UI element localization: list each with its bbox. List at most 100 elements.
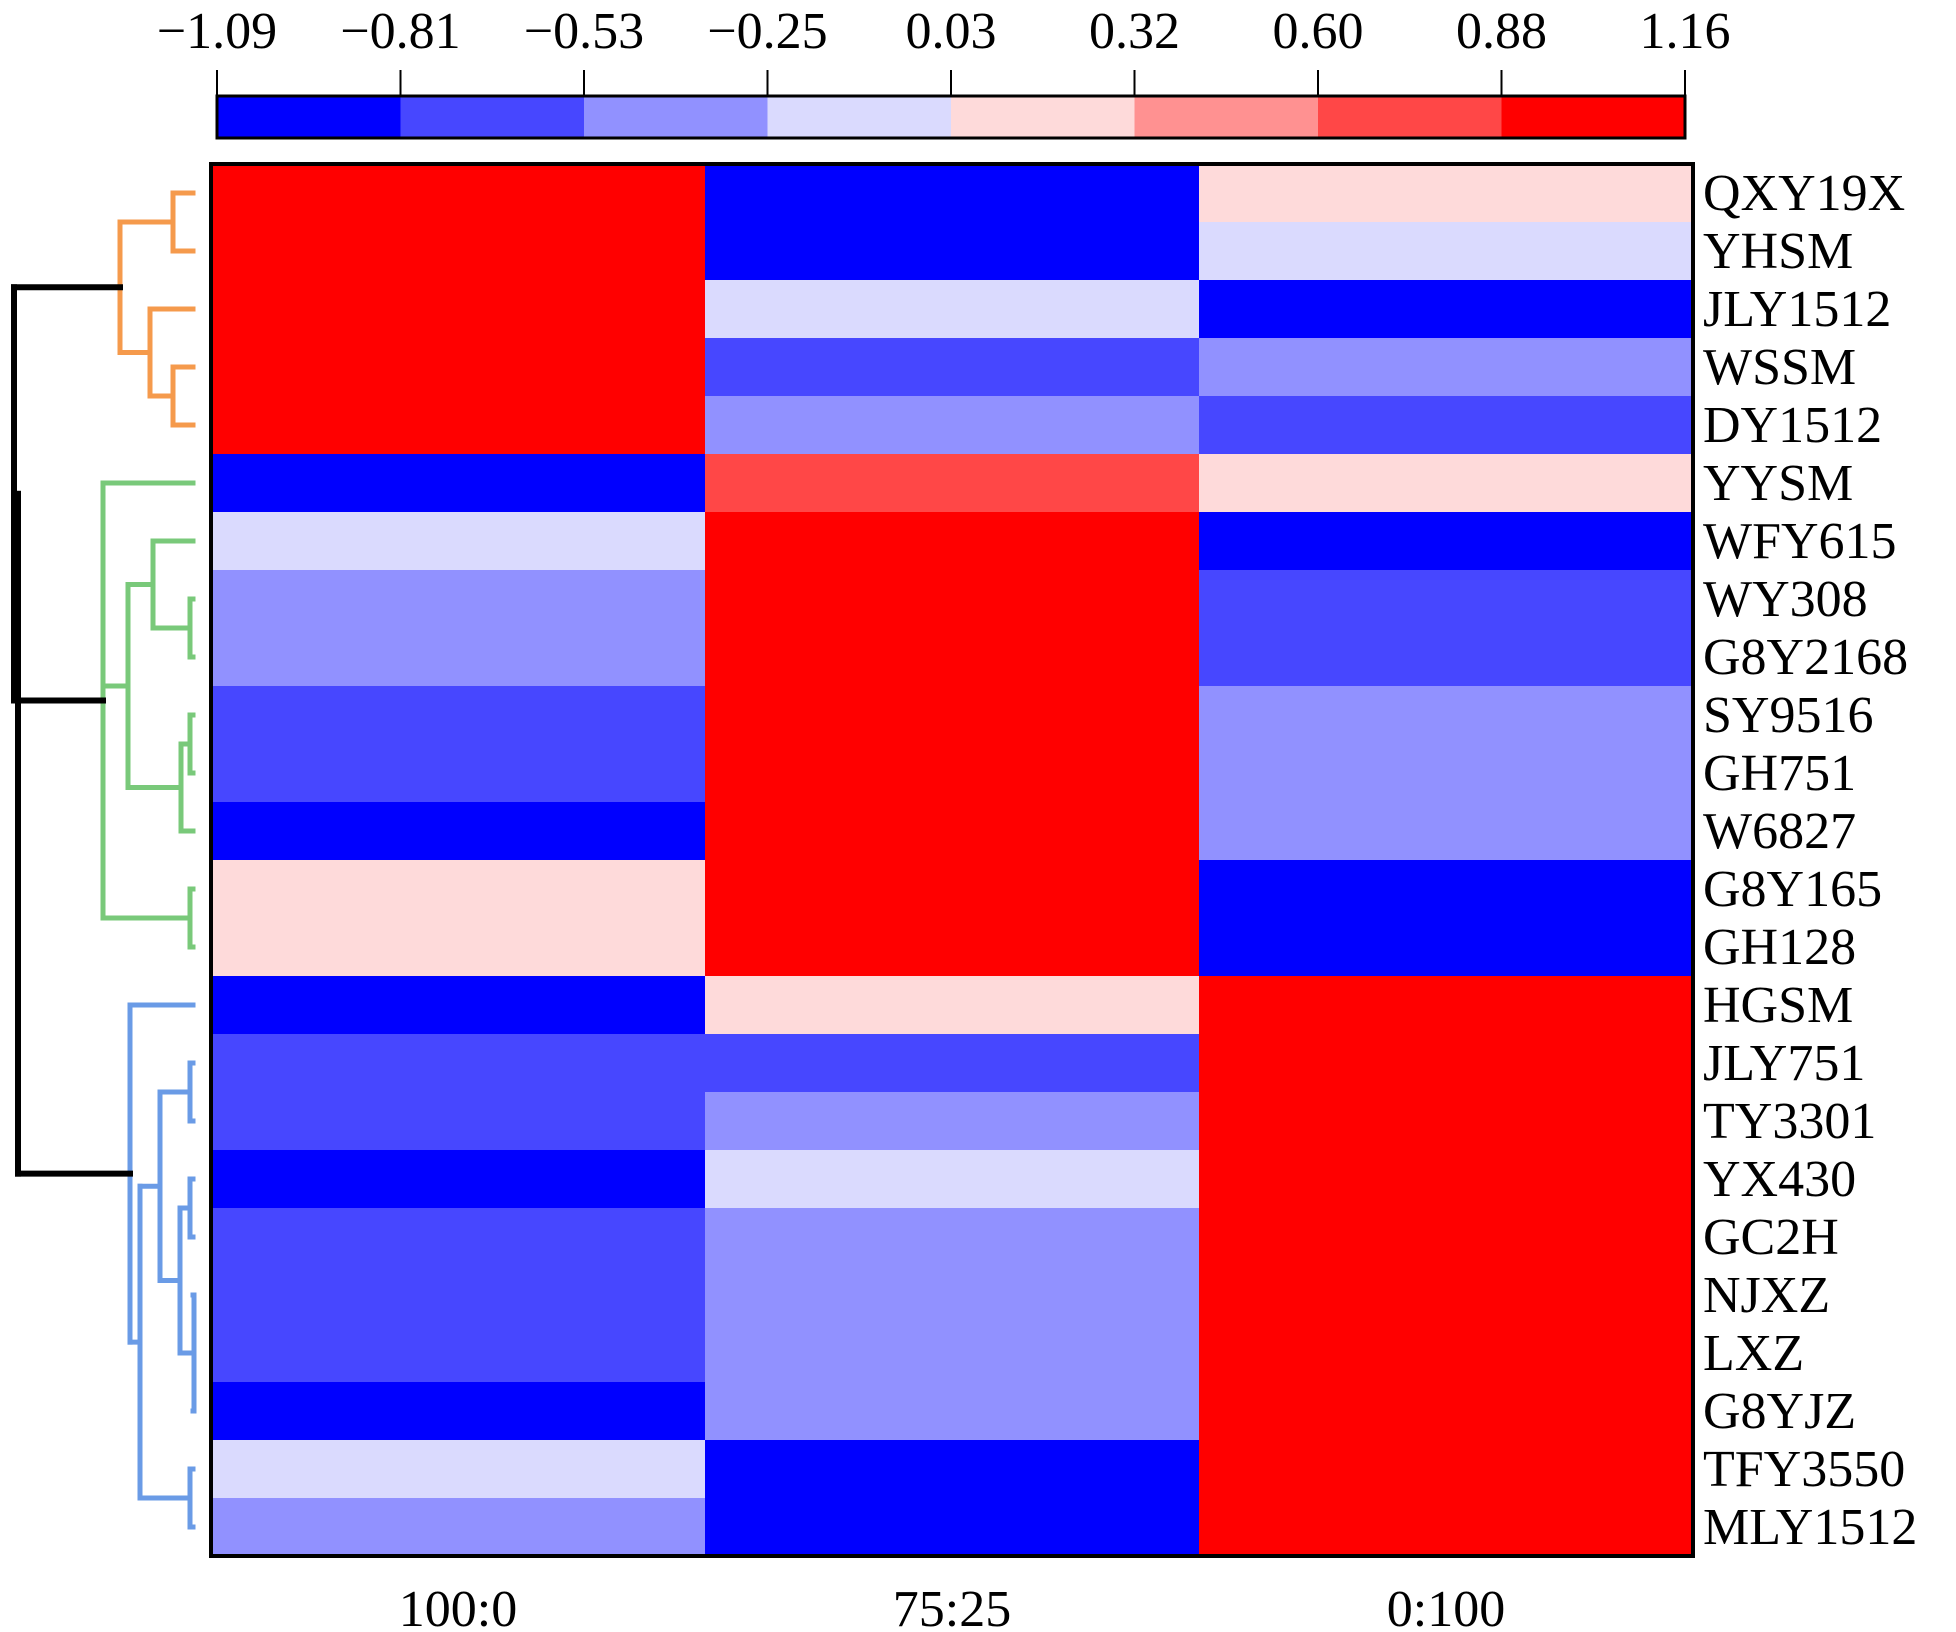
column-label-2: 75:25 [893,1581,1011,1632]
heatmap-cell-YHSM-3 [1199,222,1694,281]
row-label-DY1512: DY1512 [1703,397,1882,454]
heatmap-cell-HGSM-2 [705,976,1200,1035]
heatmap-cell-NJXZ-1 [211,1266,706,1325]
heatmap-cell-GH751-1 [211,744,706,803]
heatmap-cell-G8YJZ-3 [1199,1382,1694,1441]
row-label-G8Y2168: G8Y2168 [1703,629,1908,686]
colorbar-segment-8 [1501,96,1686,138]
heatmap-cell-WY308-3 [1199,570,1694,629]
row-label-TFY3550: TFY3550 [1703,1441,1905,1498]
heatmap-cell-GC2H-3 [1199,1208,1694,1267]
heatmap-cell-G8Y165-1 [211,860,706,919]
row-label-YX430: YX430 [1703,1151,1856,1208]
row-labels: QXY19XYHSMJLY1512WSSMDY1512YYSMWFY615WY3… [1703,165,1917,1556]
heatmap-cell-GH128-3 [1199,918,1694,977]
heatmap-cell-GC2H-1 [211,1208,706,1267]
heatmap-cell-W6827-1 [211,802,706,861]
colorbar-segment-4 [767,96,952,138]
colorbar-tick-label: 0.32 [1089,3,1180,60]
row-label-SY9516: SY9516 [1703,687,1873,744]
heatmap-cell-NJXZ-3 [1199,1266,1694,1325]
heatmap-cell-SY9516-2 [705,686,1200,745]
heatmap-cell-JLY1512-3 [1199,280,1694,339]
heatmap-frame [209,162,1695,1558]
heatmap-cell-DY1512-3 [1199,396,1694,455]
heatmap-cell-LXZ-3 [1199,1324,1694,1383]
heatmap-cell-YHSM-2 [705,222,1200,281]
heatmap-cell-GC2H-2 [705,1208,1200,1267]
heatmap-cell-YHSM-1 [211,222,706,281]
heatmap-cell-G8Y165-2 [705,860,1200,919]
heatmap-cell-QXY19X-3 [1199,164,1694,223]
row-label-GC2H: GC2H [1703,1209,1839,1266]
heatmap-cell-G8Y2168-1 [211,628,706,687]
heatmap-cell-NJXZ-2 [705,1266,1200,1325]
row-label-WFY615: WFY615 [1703,513,1897,570]
heatmap-cell-WSSM-2 [705,338,1200,397]
heatmap-cell-G8Y2168-3 [1199,628,1694,687]
heatmap-cell-YYSM-3 [1199,454,1694,513]
heatmap-cell-LXZ-2 [705,1324,1200,1383]
heatmap-cell-LXZ-1 [211,1324,706,1383]
heatmap-cell-G8YJZ-1 [211,1382,706,1441]
heatmap-cell-SY9516-3 [1199,686,1694,745]
heatmap-cell-GH751-3 [1199,744,1694,803]
heatmap-cell-YYSM-2 [705,454,1200,513]
column-labels: 100:0 75:25 0:100 [399,1581,1505,1632]
colorbar-segment-3 [584,96,768,138]
row-label-YHSM: YHSM [1703,223,1853,280]
row-label-TY3301: TY3301 [1703,1093,1876,1150]
row-label-HGSM: HGSM [1703,977,1853,1034]
heatmap-cell-G8Y165-3 [1199,860,1694,919]
row-label-JLY751: JLY751 [1703,1035,1865,1092]
colorbar: −1.09 −0.81 −0.53 −0.25 0.03 0.32 0.60 0.88 1.16 [157,3,1731,140]
row-label-G8YJZ: G8YJZ [1703,1383,1856,1440]
heatmap-cell-G8YJZ-2 [705,1382,1200,1441]
heatmap-cell-GH128-2 [705,918,1200,977]
heatmap-cell-MLY1512-1 [211,1498,706,1557]
heatmap-cell-HGSM-3 [1199,976,1694,1035]
heatmap-cell-JLY1512-2 [705,280,1200,339]
heatmap-cell-GH128-1 [211,918,706,977]
heatmap-cell-WFY615-1 [211,512,706,571]
heatmap-cell-QXY19X-2 [705,164,1200,223]
heatmap-cell-DY1512-2 [705,396,1200,455]
heatmap-cell-TY3301-1 [211,1092,706,1151]
heatmap-cell-JLY751-3 [1199,1034,1694,1093]
heatmap-cell-GH751-2 [705,744,1200,803]
heatmap-cell-SY9516-1 [211,686,706,745]
heatmap-cell-WY308-2 [705,570,1200,629]
colorbar-tick-label: 0.88 [1456,3,1547,60]
column-label-1: 100:0 [399,1581,517,1632]
colorbar-tick-label: 0.03 [906,3,997,60]
heatmap-cell-G8Y2168-2 [705,628,1200,687]
colorbar-segment-2 [400,96,585,138]
colorbar-tick-label: −1.09 [157,3,277,60]
colorbar-tick-label: 0.60 [1273,3,1364,60]
heatmap-cell-JLY1512-1 [211,280,706,339]
row-label-GH128: GH128 [1703,919,1856,976]
row-dendrogram [11,190,197,1530]
heatmap-cell-JLY751-2 [705,1034,1200,1093]
row-label-YYSM: YYSM [1703,455,1853,512]
heatmap-cell-QXY19X-1 [211,164,706,223]
row-label-MLY1512: MLY1512 [1703,1499,1917,1556]
column-label-3: 0:100 [1387,1581,1505,1632]
row-label-WY308: WY308 [1703,571,1868,628]
row-label-WSSM: WSSM [1703,339,1856,396]
colorbar-tick-label: −0.81 [340,3,460,60]
row-label-GH751: GH751 [1703,745,1856,802]
heatmap-cell-YYSM-1 [211,454,706,513]
heatmap-cell-WFY615-2 [705,512,1200,571]
row-label-NJXZ: NJXZ [1703,1267,1830,1324]
colorbar-tick-label: −0.25 [707,3,827,60]
colorbar-segment-6 [1134,96,1319,138]
heatmap-cell-TFY3550-3 [1199,1440,1694,1499]
heatmap-cell-YX430-1 [211,1150,706,1209]
heatmap-cell-JLY751-1 [211,1034,706,1093]
colorbar-tick-label: −0.53 [524,3,644,60]
heatmap-cell-WY308-1 [211,570,706,629]
heatmap-cell-MLY1512-3 [1199,1498,1694,1557]
heatmap-cell-MLY1512-2 [705,1498,1200,1557]
